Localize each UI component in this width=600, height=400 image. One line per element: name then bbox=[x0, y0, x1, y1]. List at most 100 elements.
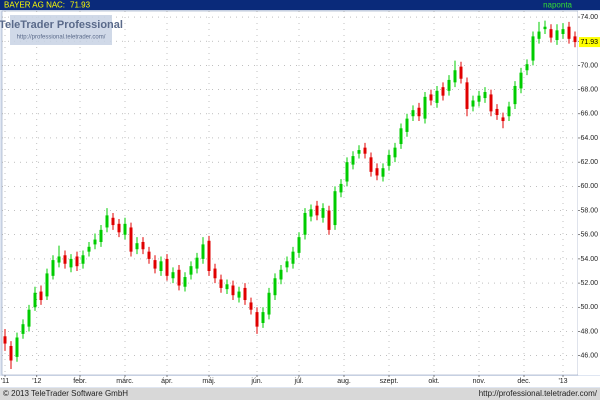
close-value: 71.93 bbox=[70, 1, 91, 10]
candle-body bbox=[87, 246, 91, 252]
candle-body bbox=[117, 223, 121, 233]
y-tick-label: 62.00 bbox=[580, 159, 598, 166]
y-tick-label: 68.00 bbox=[580, 86, 598, 93]
candle-body bbox=[189, 266, 193, 275]
candle-body bbox=[9, 345, 13, 361]
candle-body bbox=[405, 118, 409, 132]
candle-body bbox=[573, 36, 577, 43]
header-bar bbox=[0, 0, 600, 10]
candle-body bbox=[327, 210, 331, 230]
candle-body bbox=[21, 324, 25, 334]
candle-body bbox=[243, 287, 247, 301]
symbol: BAYER AG NA bbox=[4, 1, 58, 10]
y-tick-label: 64.00 bbox=[580, 135, 598, 142]
candle-body bbox=[159, 261, 163, 271]
candle-body bbox=[171, 272, 175, 279]
y-tick-label: 54.00 bbox=[580, 256, 598, 263]
x-tick-label: '13 bbox=[558, 378, 567, 385]
x-tick-label: febr. bbox=[73, 378, 87, 385]
candle-body bbox=[435, 90, 439, 103]
candle-body bbox=[219, 279, 223, 288]
candle-body bbox=[417, 107, 421, 117]
x-tick-label: ápr. bbox=[161, 378, 173, 385]
candle-body bbox=[3, 336, 7, 344]
candle-body bbox=[339, 183, 343, 193]
candle-body bbox=[195, 257, 199, 269]
candle-body bbox=[177, 269, 181, 286]
candle-body bbox=[321, 208, 325, 218]
logo-box bbox=[10, 15, 112, 45]
candle-body bbox=[99, 229, 103, 242]
x-tick-label: júl. bbox=[294, 378, 304, 385]
candle-body bbox=[567, 26, 571, 39]
candle-body bbox=[555, 30, 559, 41]
x-tick-label: '11 bbox=[1, 378, 10, 385]
y-tick-label: 70.00 bbox=[580, 62, 598, 69]
candle-body bbox=[465, 82, 469, 109]
candle-body bbox=[513, 85, 517, 105]
candle-body bbox=[165, 258, 169, 276]
y-tick-label: 60.00 bbox=[580, 183, 598, 190]
candle-body bbox=[153, 260, 157, 269]
candle-body bbox=[549, 29, 553, 38]
last-price-box bbox=[579, 37, 600, 48]
candle-body bbox=[33, 292, 37, 308]
logo: TeleTrader Professional bbox=[0, 19, 123, 31]
candle-body bbox=[57, 256, 61, 263]
candle-body bbox=[441, 87, 445, 96]
candle-body bbox=[207, 240, 211, 271]
y-axis-area bbox=[578, 11, 600, 375]
y-tick-label: 74.00 bbox=[580, 14, 598, 21]
candle-body bbox=[267, 292, 271, 315]
candle-body bbox=[111, 217, 115, 226]
candle-body bbox=[279, 269, 283, 280]
candle-body bbox=[453, 70, 457, 83]
candle-body bbox=[27, 309, 31, 327]
candle-body bbox=[141, 241, 145, 250]
candle-body bbox=[543, 26, 547, 30]
candle-body bbox=[345, 162, 349, 182]
candle-body bbox=[129, 227, 133, 252]
candle-body bbox=[477, 95, 481, 102]
x-tick-label: máj. bbox=[202, 378, 215, 385]
candle-body bbox=[297, 237, 301, 253]
candle-body bbox=[387, 154, 391, 166]
candle-body bbox=[231, 285, 235, 296]
candle-body bbox=[261, 312, 265, 323]
candle-body bbox=[15, 337, 19, 357]
candle-body bbox=[399, 128, 403, 145]
y-tick-label: 50.00 bbox=[580, 304, 598, 311]
x-tick-label: okt. bbox=[428, 378, 439, 385]
candle-body bbox=[429, 94, 433, 101]
candle-body bbox=[255, 312, 259, 327]
candle-body bbox=[459, 66, 463, 79]
last-price-label: 71.93 bbox=[580, 39, 598, 46]
candle-body bbox=[39, 291, 43, 301]
plot-area bbox=[1, 10, 579, 376]
candle-body bbox=[75, 256, 79, 267]
candle-body bbox=[51, 260, 55, 276]
y-tick-label: 56.00 bbox=[580, 232, 598, 239]
logo-url: http://professional.teletrader.com/ bbox=[17, 35, 106, 41]
candle-body bbox=[93, 239, 97, 245]
x-tick-label: jún. bbox=[250, 378, 262, 385]
candle-body bbox=[495, 108, 499, 115]
candle-body bbox=[249, 302, 253, 310]
candle-body bbox=[393, 147, 397, 158]
x-tick-label: nov. bbox=[473, 378, 486, 385]
candle-body bbox=[183, 277, 187, 287]
candle-body bbox=[225, 284, 229, 290]
candle-body bbox=[237, 291, 241, 298]
candle-body bbox=[525, 64, 529, 71]
candle-body bbox=[471, 100, 475, 107]
footer-left: © 2013 TeleTrader Software GmbH bbox=[3, 389, 128, 398]
y-tick-label: 46.00 bbox=[580, 352, 598, 359]
candle-body bbox=[69, 258, 73, 268]
candle-body bbox=[201, 244, 205, 259]
candle-body bbox=[213, 268, 217, 279]
candle-body bbox=[489, 94, 493, 112]
candle-body bbox=[411, 110, 415, 117]
candle-body bbox=[63, 255, 67, 264]
y-tick-label: 52.00 bbox=[580, 280, 598, 287]
